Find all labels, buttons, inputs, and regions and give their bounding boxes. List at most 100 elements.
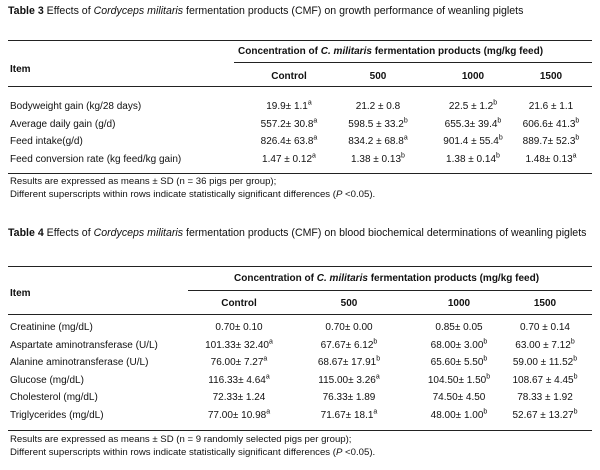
row-label: Creatinine (mg/dL) (10, 322, 93, 333)
cell-value: 1.38 ± 0.14 (446, 153, 497, 165)
table-4-note-2-post: <0.05). (342, 447, 376, 458)
cell-value: 76.33± 1.89 (322, 392, 376, 403)
cell-value: 557.2± 30.8 (260, 118, 314, 130)
table-3-note-1: Results are expressed as means ± SD (n =… (10, 176, 277, 187)
table-cell: 68.67± 17.91b (304, 356, 394, 368)
cell-value: 889.7± 52.3 (522, 136, 576, 147)
significance-superscript: b (573, 408, 578, 416)
cell-value: 19.9± 1.1 (266, 101, 308, 112)
table-3-note-2-p: P (335, 189, 343, 200)
significance-superscript: a (403, 134, 408, 142)
cell-value: 606.6± 41.3 (522, 118, 576, 130)
cell-value: 72.33± 1.24 (212, 392, 266, 403)
significance-superscript: b (486, 373, 491, 381)
table-cell: 108.67 ± 4.45b (500, 373, 590, 385)
table-4-top-rule (8, 266, 592, 267)
table-4-concentration-header: Concentration of C. militaris fermentati… (234, 273, 539, 284)
row-label: Alanine aminotransferase (U/L) (10, 357, 149, 368)
cell-value: 116.33± 4.64 (208, 374, 266, 386)
cell-value: 68.67± 17.91 (317, 357, 377, 368)
table-3-concentration-post: fermentation products (mg/kg feed) (371, 46, 544, 57)
row-label: Bodyweight gain (kg/28 days) (10, 101, 142, 112)
table-cell: 834.2 ± 68.8a (333, 134, 423, 147)
significance-superscript: a (373, 408, 378, 416)
table-cell: 0.70 ± 0.14 (500, 322, 590, 333)
table-3-concentration-italic: C. militaris (320, 46, 372, 57)
table-cell: 598.5 ± 33.2b (333, 117, 423, 130)
significance-superscript: b (498, 134, 503, 142)
table-4-note-2-pre: Different superscripts within rows indic… (10, 447, 336, 458)
cell-value: 1.47 ± 0.12 (262, 153, 313, 165)
cell-value: 74.50± 4.50 (432, 392, 486, 403)
table-3-note-2-post: <0.05). (342, 189, 376, 200)
significance-superscript: a (312, 152, 316, 160)
cell-value: 52.67 ± 13.27 (512, 409, 574, 421)
cell-value: 1.38 ± 0.13 (351, 153, 402, 165)
table-4-note-2-p: P (335, 447, 343, 458)
significance-superscript: b (575, 134, 580, 142)
table-3-concentration-header: Concentration of C. militaris fermentati… (238, 46, 543, 57)
significance-superscript: b (483, 355, 488, 363)
table-cell: 0.70± 0.00 (304, 322, 394, 333)
significance-superscript: a (375, 373, 380, 381)
table-3-title-italic: Cordyceps militaris (93, 5, 184, 17)
significance-superscript: b (496, 152, 500, 160)
table-3-concentration-pre: Concentration of (238, 46, 321, 57)
table-cell: 76.00± 7.27a (194, 355, 284, 368)
table-cell: 78.33 ± 1.92 (500, 392, 590, 403)
table-cell: 0.70± 0.10 (194, 322, 284, 333)
table-3-header-rule (8, 86, 592, 87)
cell-value: 1.48± 0.13 (525, 153, 573, 165)
table-cell: 67.67± 6.12b (304, 338, 394, 350)
table-3-col-control: Control (271, 71, 307, 82)
table-cell: 77.00± 10.98a (194, 408, 284, 420)
table-cell: 21.2 ± 0.8 (333, 101, 423, 112)
table-3-note-2: Different superscripts within rows indic… (10, 189, 375, 201)
cell-value: 78.33 ± 1.92 (517, 392, 573, 403)
table-cell: 52.67 ± 13.27b (500, 408, 590, 421)
table-4: Table 4 Effects of Cordyceps militaris f… (8, 226, 592, 466)
table-cell: 104.50± 1.50b (414, 373, 504, 385)
table-cell: 63.00 ± 7.12b (500, 338, 590, 350)
cell-value: 22.5 ± 1.2 (448, 101, 494, 112)
cell-value: 21.6 ± 1.1 (528, 101, 574, 112)
table-4-concentration-pre: Concentration of (234, 273, 317, 284)
significance-superscript: b (497, 117, 502, 125)
table-cell: 115.00± 3.26a (304, 373, 394, 385)
table-cell: 19.9± 1.1a (244, 99, 334, 112)
table-cell: 48.00± 1.00b (414, 408, 504, 420)
cell-value: 0.70± 0.00 (325, 322, 373, 333)
table-3-label: Table 3 (8, 5, 44, 17)
table-cell: 1.47 ± 0.12a (244, 152, 334, 165)
row-label: Triglycerides (mg/dL) (10, 409, 104, 421)
row-label: Average daily gain (g/d) (10, 118, 116, 130)
table-cell: 1.38 ± 0.13b (333, 152, 423, 165)
table-4-concentration-italic: C. militaris (316, 273, 368, 284)
table-cell: 1.38 ± 0.14b (428, 152, 518, 165)
table-3-item-header: Item (10, 64, 31, 75)
table-3-col-1500: 1500 (539, 71, 563, 82)
significance-superscript: a (572, 152, 577, 160)
table-cell: 68.00± 3.00b (414, 338, 504, 350)
significance-superscript: a (263, 355, 268, 363)
table-3-top-rule (8, 40, 592, 41)
significance-superscript: b (575, 117, 580, 125)
table-3-col-1000: 1000 (461, 71, 485, 82)
significance-superscript: a (307, 99, 312, 107)
cell-value: 76.00± 7.27 (210, 357, 264, 368)
significance-superscript: b (401, 152, 405, 160)
significance-superscript: b (373, 338, 378, 346)
table-cell: 557.2± 30.8a (244, 117, 334, 130)
table-cell: 901.4 ± 55.4b (428, 134, 518, 147)
table-cell: 116.33± 4.64a (194, 373, 284, 386)
cell-value: 598.5 ± 33.2 (348, 118, 404, 130)
table-cell: 21.6 ± 1.1 (506, 101, 596, 112)
table-4-bottom-rule (8, 430, 592, 431)
significance-superscript: b (570, 338, 575, 346)
row-label: Aspartate aminotransferase (U/L) (10, 339, 158, 351)
table-cell: 1.48± 0.13a (506, 152, 596, 165)
table-cell: 606.6± 41.3b (506, 117, 596, 130)
cell-value: 826.4± 63.8 (260, 136, 314, 147)
table-4-title-pre: Effects of (46, 227, 94, 239)
